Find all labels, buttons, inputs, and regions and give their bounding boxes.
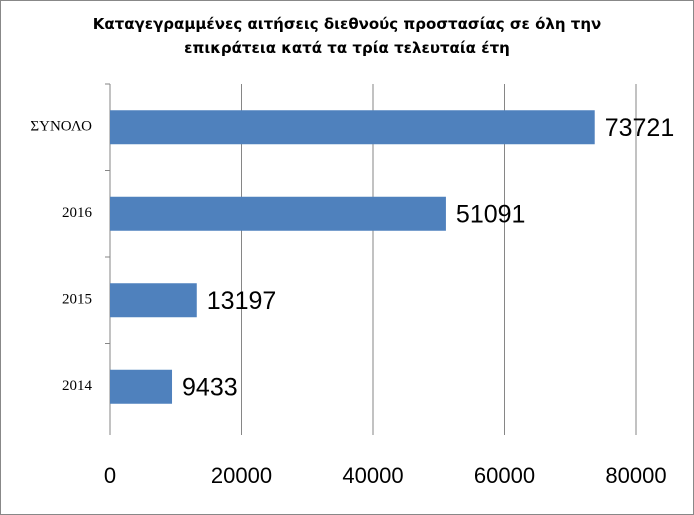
y-tick-label: 2014 bbox=[62, 378, 93, 394]
y-tick-label: ΣΥΝΟΛΟ bbox=[30, 119, 92, 135]
data-label: 13197 bbox=[207, 287, 277, 315]
x-tick-label: 80000 bbox=[605, 463, 666, 488]
data-label: 73721 bbox=[605, 114, 675, 142]
bar bbox=[110, 369, 173, 404]
y-tick-label: 2015 bbox=[62, 292, 92, 308]
data-label: 9433 bbox=[182, 373, 238, 401]
bar bbox=[110, 196, 446, 231]
data-label: 51091 bbox=[456, 200, 526, 228]
x-tick-label: 0 bbox=[104, 463, 116, 488]
bar bbox=[110, 283, 197, 318]
x-tick-label: 40000 bbox=[342, 463, 403, 488]
y-tick-label: 2016 bbox=[62, 205, 93, 221]
bar bbox=[110, 110, 595, 145]
chart-title: Καταγεγραμμένες αιτήσεις διεθνούς προστα… bbox=[92, 15, 602, 57]
x-tick-label: 20000 bbox=[211, 463, 272, 488]
x-tick-label: 60000 bbox=[474, 463, 535, 488]
